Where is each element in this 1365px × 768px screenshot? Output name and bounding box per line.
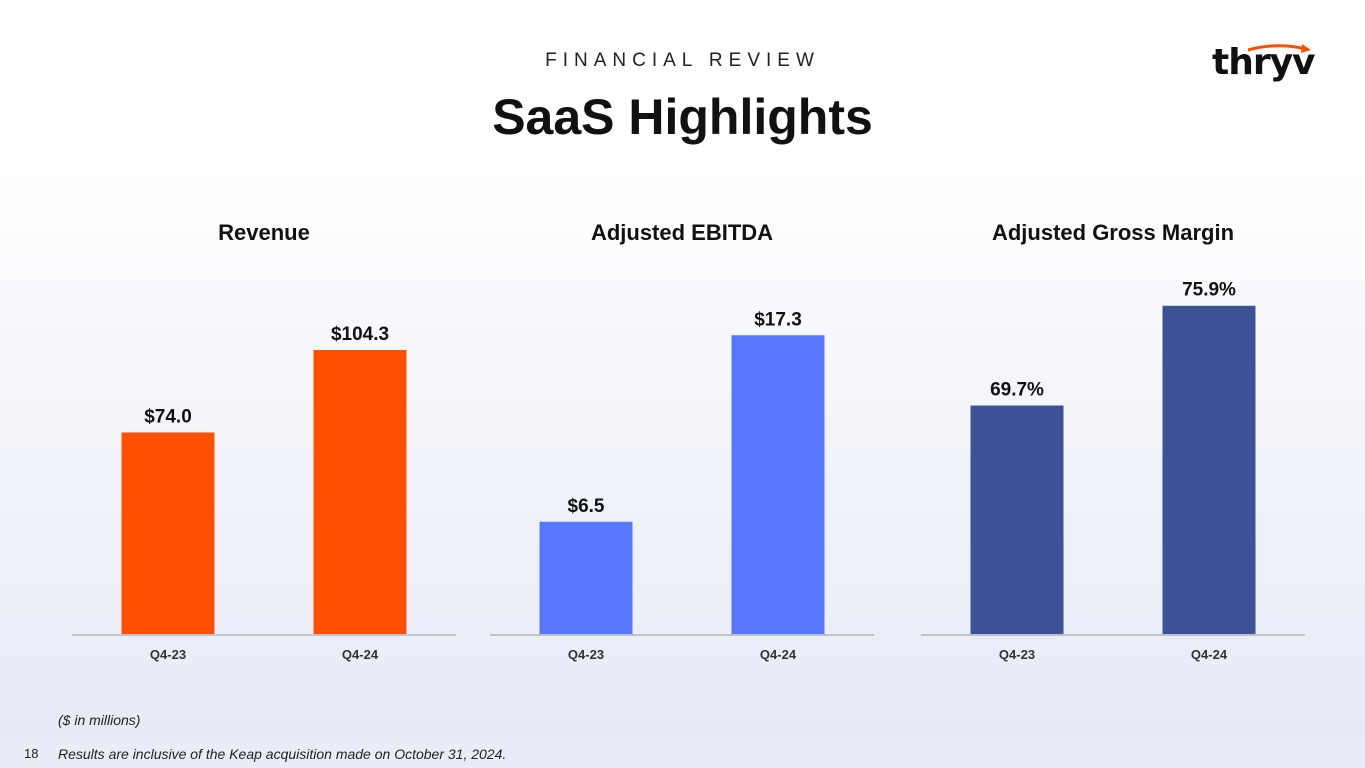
bar-q4-24 [313, 349, 407, 634]
thryv-logo: thryv [1208, 40, 1318, 88]
data-label: 69.7% [990, 380, 1044, 401]
footer-note: Results are inclusive of the Keap acquis… [58, 746, 507, 762]
eyebrow-heading: FINANCIAL REVIEW [545, 50, 820, 71]
adjusted-gross-margin-chart: Adjusted Gross Margin 69.7% Q4-23 75.9% Q4-… [921, 220, 1305, 662]
units-note: ($ in millions) [58, 712, 141, 728]
footer-band [0, 738, 1365, 768]
data-label: $6.5 [568, 496, 605, 517]
tick-label: Q4-24 [760, 647, 797, 662]
bar-q4-23 [121, 432, 215, 634]
tick-label: Q4-24 [342, 647, 379, 662]
revenue-chart: Revenue $74.0 Q4-23 $104.3 Q4-24 [72, 220, 456, 662]
chart-title: Revenue [218, 220, 310, 245]
adjusted-ebitda-chart: Adjusted EBITDA $6.5 Q4-23 $17.3 Q4-24 [490, 220, 874, 662]
chart-title: Adjusted EBITDA [590, 220, 774, 245]
data-label: $104.3 [331, 324, 389, 345]
logo-swoosh-icon [1247, 44, 1311, 53]
data-label: $17.3 [754, 309, 802, 330]
bar-q4-23 [539, 521, 633, 634]
adjusted-ebitda-chart-svg: $6.5 Q4-23 $17.3 Q4-24 [490, 309, 874, 662]
tick-label: Q4-23 [999, 647, 1035, 662]
page-number: 18 [24, 746, 39, 761]
revenue-chart-svg: $74.0 Q4-23 $104.3 Q4-24 [72, 324, 456, 662]
chart-title: Adjusted Gross Margin [991, 220, 1235, 245]
bar-q4-24 [1162, 305, 1256, 634]
tick-label: Q4-23 [150, 647, 186, 662]
tick-label: Q4-23 [568, 647, 604, 662]
tick-label: Q4-24 [1191, 647, 1228, 662]
page-title: SaaS Highlights [492, 89, 873, 145]
adjusted-gross-margin-chart-svg: 69.7% Q4-23 75.9% Q4-24 [921, 280, 1305, 662]
bar-q4-24 [731, 335, 825, 634]
bar-q4-23 [970, 405, 1064, 634]
data-label: $74.0 [144, 406, 192, 427]
data-label: 75.9% [1182, 280, 1236, 301]
